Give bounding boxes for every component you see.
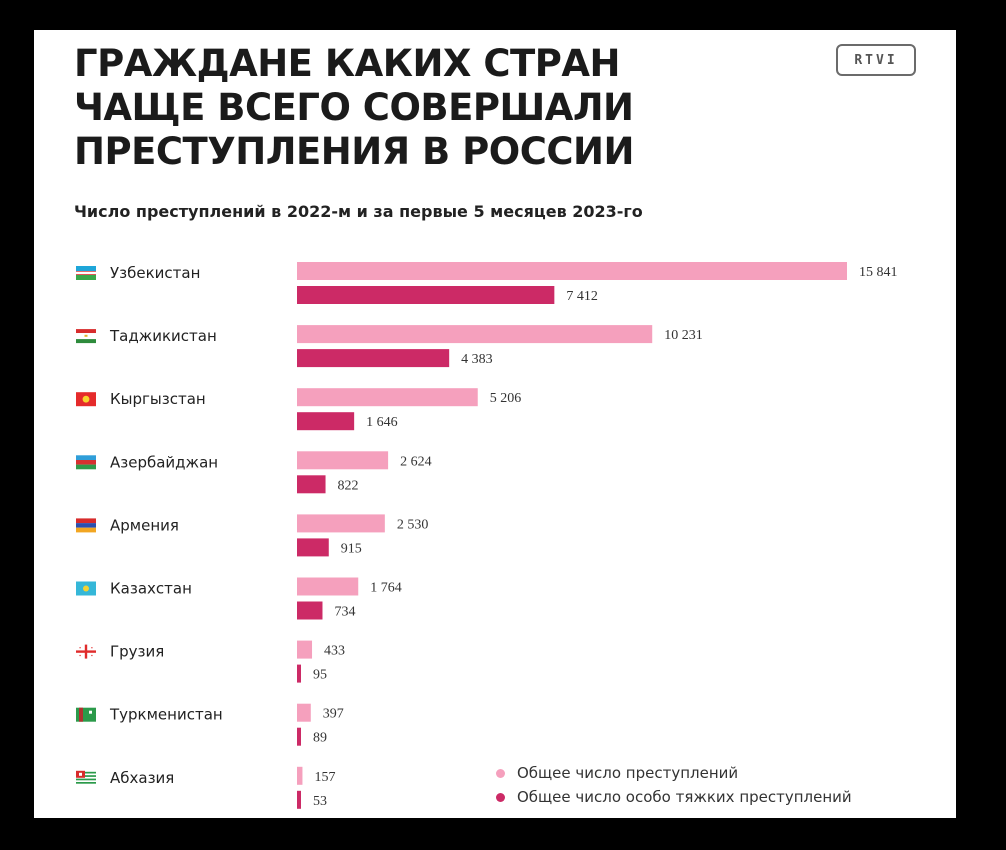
kazakhstan-flag bbox=[76, 581, 96, 596]
flag-part bbox=[76, 775, 96, 777]
tajikistan-flag bbox=[76, 329, 96, 344]
turkmenistan-flag bbox=[76, 707, 96, 722]
bar-total bbox=[297, 703, 311, 722]
flag-part bbox=[76, 460, 96, 465]
legend-item-grave: Общее число особо тяжких преступлений bbox=[496, 785, 852, 809]
flag-part bbox=[76, 266, 96, 271]
flag-part bbox=[82, 395, 90, 403]
value-label-grave: 95 bbox=[313, 668, 327, 683]
flag-part bbox=[76, 455, 96, 460]
armenia-flag bbox=[76, 518, 96, 533]
bar-chart: Узбекистан 15 841 7 412 Таджикистан 10 231 4 … bbox=[76, 262, 898, 809]
flag-part bbox=[91, 654, 93, 657]
flag-part bbox=[76, 778, 96, 781]
bar-grave bbox=[297, 349, 450, 368]
category-label: Узбекистан bbox=[110, 264, 200, 282]
value-label-grave: 822 bbox=[338, 478, 359, 493]
flag-part bbox=[76, 329, 96, 334]
value-label-grave: 53 bbox=[313, 794, 327, 809]
uzbekistan-flag bbox=[76, 266, 96, 280]
flag-part bbox=[84, 334, 88, 337]
flag-part bbox=[76, 271, 96, 275]
value-label-total: 1 764 bbox=[370, 581, 402, 596]
flag-part bbox=[76, 527, 96, 533]
legend-item-total: Общее число преступлений bbox=[496, 761, 852, 785]
bar-grave bbox=[297, 790, 301, 809]
flag-part bbox=[76, 771, 96, 774]
flag-part bbox=[79, 654, 81, 657]
flag-part bbox=[79, 647, 81, 649]
legend-dot-grave bbox=[496, 792, 505, 802]
chart-subtitle: Число преступлений в 2022-м и за первые … bbox=[74, 202, 643, 221]
rtvi-logo: RTVI bbox=[836, 44, 916, 76]
value-label-total: 2 624 bbox=[400, 454, 432, 469]
value-label-total: 397 bbox=[323, 707, 344, 722]
kyrgyzstan-flag bbox=[76, 392, 96, 407]
flag-part bbox=[79, 707, 83, 722]
value-label-grave: 7 412 bbox=[566, 289, 598, 304]
bar-grave bbox=[297, 286, 555, 304]
flag-part bbox=[76, 271, 96, 272]
value-label-grave: 915 bbox=[341, 541, 362, 556]
bar-total bbox=[297, 262, 847, 280]
flag-part bbox=[91, 647, 93, 649]
bar-total bbox=[297, 325, 653, 344]
georgia-flag bbox=[76, 644, 96, 659]
flag-part bbox=[76, 518, 96, 524]
flag-part bbox=[76, 339, 96, 344]
bar-total bbox=[297, 766, 303, 785]
azerbaijan-flag bbox=[76, 455, 96, 470]
legend-label-total: Общее число преступлений bbox=[517, 764, 739, 782]
flag-part bbox=[76, 275, 96, 280]
bar-total bbox=[297, 514, 385, 533]
value-label-total: 2 530 bbox=[397, 517, 429, 532]
category-label: Туркменистан bbox=[109, 706, 223, 724]
flag-part bbox=[76, 274, 96, 275]
value-label-grave: 89 bbox=[313, 731, 327, 746]
abkhazia-flag bbox=[76, 770, 96, 785]
value-label-total: 157 bbox=[314, 770, 335, 785]
infographic-card: ГРАЖДАНЕ КАКИХ СТРАН ЧАЩЕ ВСЕГО СОВЕРШАЛ… bbox=[34, 30, 956, 818]
page-title: ГРАЖДАНЕ КАКИХ СТРАН ЧАЩЕ ВСЕГО СОВЕРШАЛ… bbox=[74, 42, 714, 174]
bar-grave bbox=[297, 664, 301, 683]
bar-grave bbox=[297, 601, 323, 620]
bar-total bbox=[297, 577, 359, 596]
flag-part bbox=[76, 650, 96, 653]
title-line-2: ЧАЩЕ ВСЕГО СОВЕРШАЛИ bbox=[74, 86, 634, 129]
bar-total bbox=[297, 388, 478, 407]
title-line-3: ПРЕСТУПЛЕНИЯ В РОССИИ bbox=[74, 130, 634, 173]
value-label-total: 5 206 bbox=[490, 391, 521, 406]
category-label: Кыргызстан bbox=[110, 390, 206, 408]
category-label: Азербайджан bbox=[110, 453, 218, 471]
value-label-grave: 4 383 bbox=[461, 352, 493, 367]
flag-part bbox=[76, 464, 96, 470]
value-label-grave: 1 646 bbox=[366, 415, 398, 430]
bar-total bbox=[297, 640, 313, 659]
category-label: Абхазия bbox=[110, 769, 174, 787]
bar-grave bbox=[297, 412, 355, 431]
category-label: Грузия bbox=[110, 643, 164, 661]
bar-grave bbox=[297, 727, 301, 746]
category-label: Армения bbox=[110, 516, 179, 534]
flag-part bbox=[79, 772, 82, 776]
value-label-grave: 734 bbox=[334, 605, 355, 620]
value-label-total: 15 841 bbox=[859, 265, 898, 280]
bar-total bbox=[297, 451, 389, 470]
value-label-total: 433 bbox=[324, 644, 345, 659]
title-line-1: ГРАЖДАНЕ КАКИХ СТРАН bbox=[74, 42, 620, 85]
chart-legend: Общее число преступлений Общее число осо… bbox=[496, 761, 852, 809]
flag-part bbox=[89, 710, 92, 714]
category-label: Казахстан bbox=[110, 580, 192, 598]
flag-part bbox=[83, 585, 89, 592]
category-label: Таджикистан bbox=[109, 327, 217, 345]
legend-dot-total bbox=[496, 768, 505, 778]
bar-grave bbox=[297, 475, 326, 494]
legend-label-grave: Общее число особо тяжких преступлений bbox=[517, 788, 852, 806]
flag-part bbox=[76, 523, 96, 528]
flag-part bbox=[76, 782, 96, 784]
bar-grave bbox=[297, 538, 329, 557]
value-label-total: 10 231 bbox=[664, 328, 703, 343]
